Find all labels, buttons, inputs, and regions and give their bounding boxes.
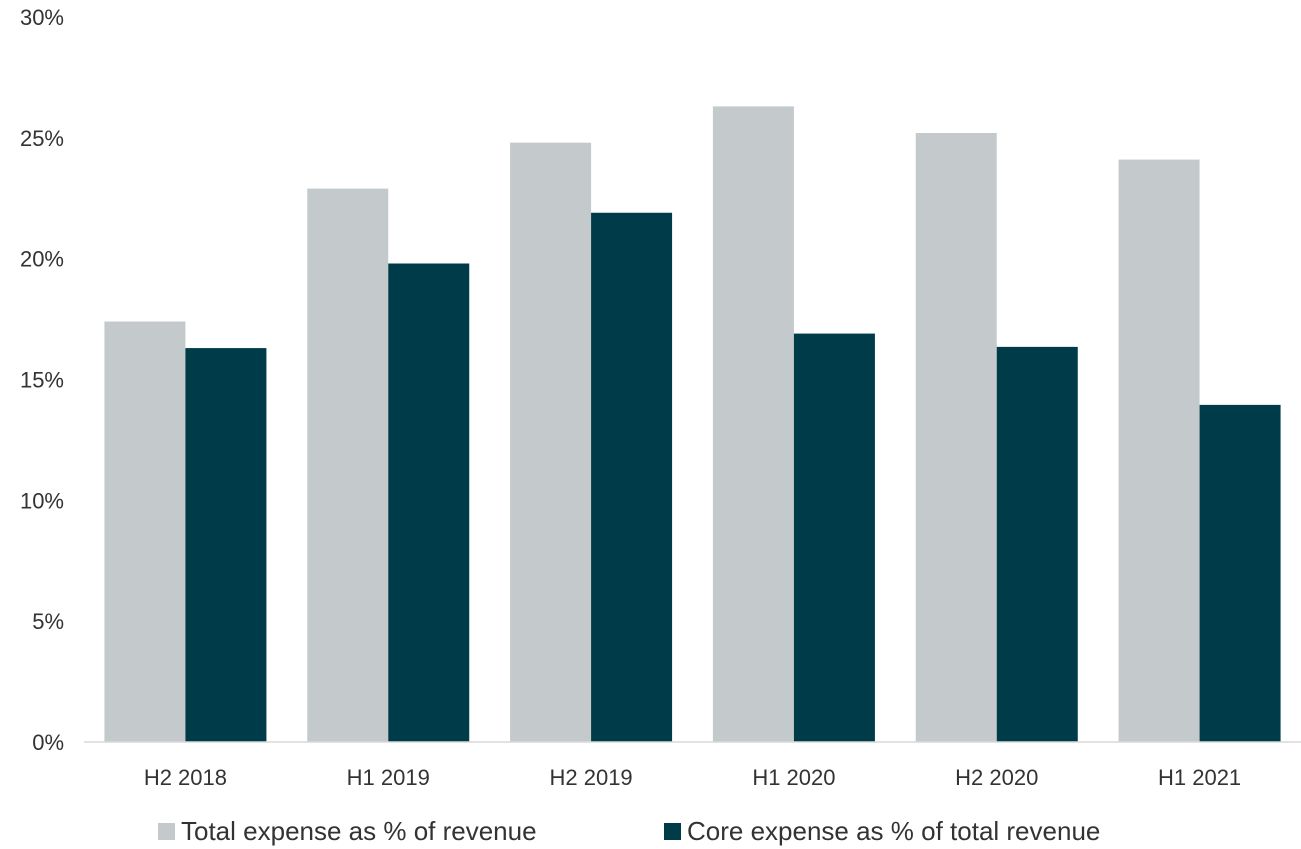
bar-series-2-h1-2020 — [793, 333, 875, 742]
bar-series-2-h2-2019 — [591, 212, 673, 742]
y-tick-label: 25% — [20, 126, 64, 151]
y-tick-label: 5% — [32, 609, 64, 634]
y-tick-label: 30% — [20, 5, 64, 30]
bar-series-2-h2-2018 — [185, 348, 267, 742]
x-tick-label: H2 2019 — [549, 765, 632, 790]
x-tick-label: H1 2019 — [347, 765, 430, 790]
bar-series-2-h2-2020 — [996, 346, 1078, 742]
y-tick-label: 10% — [20, 488, 64, 513]
bar-series-1-h1-2021 — [1118, 159, 1200, 743]
legend: Total expense as % of revenue Core expens… — [158, 816, 1100, 846]
legend-swatch — [664, 823, 681, 840]
bar-series-1-h2-2020 — [915, 133, 997, 742]
x-tick-label: H1 2020 — [752, 765, 835, 790]
x-tick-label: H1 2021 — [1158, 765, 1241, 790]
bars — [104, 106, 1281, 743]
y-tick-label: 15% — [20, 368, 64, 393]
x-tick-label: H2 2018 — [144, 765, 227, 790]
bar-series-2-h1-2019 — [388, 263, 470, 742]
bar-series-2-h1-2021 — [1199, 404, 1281, 742]
y-tick-label: 0% — [32, 730, 64, 755]
bar-series-1-h1-2019 — [307, 188, 389, 743]
legend-label: Core expense as % of total revenue — [687, 816, 1100, 846]
y-axis: 0% 5% 10% 15% 20% 25% 30% — [20, 5, 64, 755]
legend-label: Total expense as % of revenue — [181, 816, 537, 846]
x-tick-label: H2 2020 — [955, 765, 1038, 790]
legend-swatch — [158, 823, 175, 840]
bar-series-1-h1-2020 — [712, 106, 794, 742]
bar-series-1-h2-2018 — [104, 321, 186, 742]
bar-series-1-h2-2019 — [510, 142, 592, 742]
x-axis: H2 2018 H1 2019 H2 2019 H1 2020 H2 2020 H1 20… — [144, 765, 1241, 790]
y-tick-label: 20% — [20, 247, 64, 272]
